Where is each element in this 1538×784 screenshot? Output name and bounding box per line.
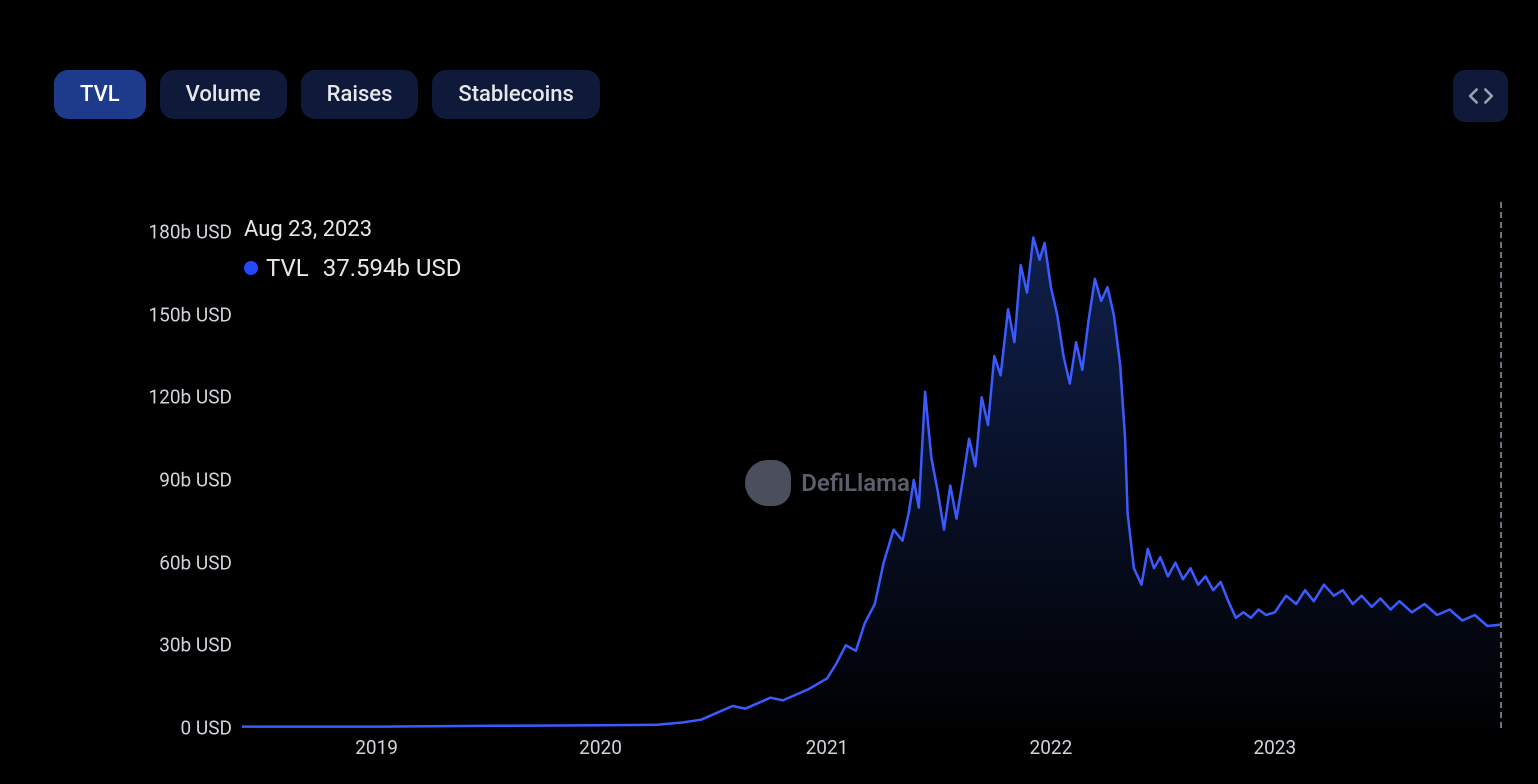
tab-tvl[interactable]: TVL — [54, 70, 146, 119]
tooltip-date: Aug 23, 2023 — [244, 212, 461, 247]
tab-volume[interactable]: Volume — [160, 70, 287, 119]
x-axis-label: 2019 — [355, 736, 398, 759]
y-axis-label: 60b USD — [82, 551, 232, 574]
x-axis-label: 2023 — [1253, 736, 1296, 759]
y-axis-label: 180b USD — [82, 221, 232, 244]
tooltip-series: TVL 37.594b USD — [244, 249, 461, 287]
tooltip-value: 37.594b USD — [323, 249, 462, 287]
y-axis-label: 0 USD — [82, 717, 232, 740]
tab-stablecoins[interactable]: Stablecoins — [432, 70, 599, 119]
embed-button[interactable] — [1453, 70, 1508, 122]
y-axis-label: 150b USD — [82, 303, 232, 326]
series-marker-icon — [244, 261, 258, 275]
y-axis-label: 120b USD — [82, 386, 232, 409]
x-axis-label: 2022 — [1030, 736, 1073, 759]
chart-area[interactable]: Aug 23, 2023 TVL 37.594b USD DefiLlama 0… — [102, 192, 1506, 764]
tooltip-series-name: TVL — [266, 249, 309, 287]
x-axis-label: 2021 — [806, 736, 849, 759]
y-axis-label: 30b USD — [82, 634, 232, 657]
chart-tooltip: Aug 23, 2023 TVL 37.594b USD — [244, 212, 461, 288]
code-icon — [1468, 83, 1494, 109]
y-axis-label: 90b USD — [82, 469, 232, 492]
chart-tabs: TVL Volume Raises Stablecoins — [22, 34, 1524, 119]
tab-raises[interactable]: Raises — [301, 70, 419, 119]
x-axis-label: 2020 — [579, 736, 622, 759]
chart-cursor-line — [1500, 202, 1502, 728]
chart-panel: TVL Volume Raises Stablecoins Aug 23, 2023 … — [22, 34, 1524, 784]
